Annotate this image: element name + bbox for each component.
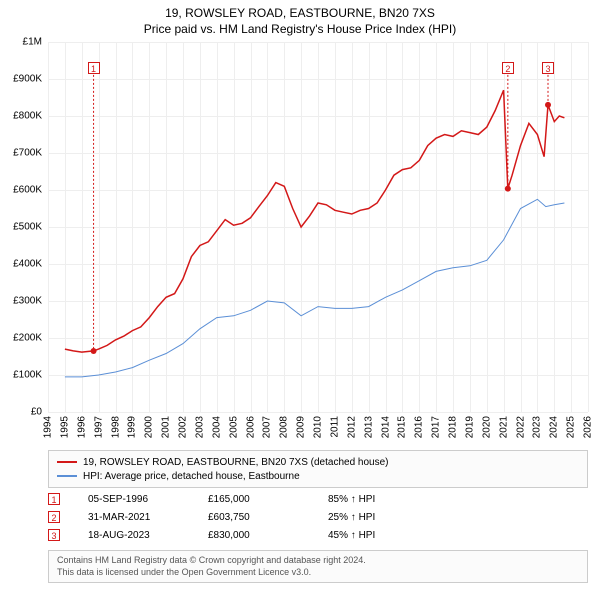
x-axis-label: 2003: [194, 416, 205, 438]
x-axis-label: 2007: [262, 416, 273, 438]
y-axis-label: £100K: [0, 370, 42, 381]
x-axis-label: 2021: [498, 416, 509, 438]
events-table: 1 05-SEP-1996£165,00085% ↑ HPI 2 31-MAR-202…: [48, 490, 588, 544]
legend: 19, ROWSLEY ROAD, EASTBOURNE, BN20 7XS (…: [48, 450, 588, 488]
series-line-hpi: [65, 199, 565, 377]
event-row: 2 31-MAR-2021£603,75025% ↑ HPI: [48, 508, 588, 526]
x-axis-label: 2025: [566, 416, 577, 438]
x-axis-label: 2026: [583, 416, 594, 438]
event-pct: 85% ↑ HPI: [328, 494, 448, 505]
x-axis-label: 2017: [431, 416, 442, 438]
x-axis-label: 2020: [481, 416, 492, 438]
marker-dot: [91, 348, 97, 354]
event-price: £165,000: [208, 494, 328, 505]
marker-dot: [545, 102, 551, 108]
y-axis-label: £600K: [0, 185, 42, 196]
footer-line-1: Contains HM Land Registry data © Crown c…: [57, 555, 579, 567]
x-axis-label: 1995: [59, 416, 70, 438]
x-axis-label: 2005: [228, 416, 239, 438]
footer-line-2: This data is licensed under the Open Gov…: [57, 567, 579, 579]
x-axis-label: 2009: [296, 416, 307, 438]
x-axis-label: 2010: [313, 416, 324, 438]
series-svg: [48, 42, 588, 412]
chart-title: 19, ROWSLEY ROAD, EASTBOURNE, BN20 7XS: [0, 6, 600, 22]
x-axis-label: 2008: [279, 416, 290, 438]
x-axis-label: 2018: [448, 416, 459, 438]
event-date: 31-MAR-2021: [88, 512, 208, 523]
x-axis-label: 2006: [245, 416, 256, 438]
footer: Contains HM Land Registry data © Crown c…: [48, 550, 588, 583]
event-pct: 45% ↑ HPI: [328, 530, 448, 541]
x-axis-label: 2000: [144, 416, 155, 438]
marker-dot: [505, 186, 511, 192]
x-axis-label: 2004: [211, 416, 222, 438]
event-marker: 3: [48, 529, 60, 541]
x-axis-label: 2011: [329, 416, 340, 438]
x-axis-label: 2002: [178, 416, 189, 438]
x-axis-label: 2016: [414, 416, 425, 438]
legend-label: HPI: Average price, detached house, East…: [83, 471, 300, 482]
event-marker: 1: [48, 493, 60, 505]
event-marker: 2: [48, 511, 60, 523]
legend-label: 19, ROWSLEY ROAD, EASTBOURNE, BN20 7XS (…: [83, 457, 389, 468]
y-axis-label: £200K: [0, 333, 42, 344]
event-date: 05-SEP-1996: [88, 494, 208, 505]
y-axis-label: £1M: [0, 37, 42, 48]
y-axis-label: £700K: [0, 148, 42, 159]
gridline-h: [48, 412, 588, 413]
x-axis-label: 1997: [93, 416, 104, 438]
legend-swatch: [57, 461, 77, 463]
x-axis-label: 2019: [464, 416, 475, 438]
marker-box: 1: [88, 62, 100, 74]
gridline-v: [588, 42, 589, 412]
event-date: 18-AUG-2023: [88, 530, 208, 541]
x-axis-label: 2014: [380, 416, 391, 438]
event-row: 3 18-AUG-2023£830,00045% ↑ HPI: [48, 526, 588, 544]
x-axis-label: 2022: [515, 416, 526, 438]
y-axis-label: £400K: [0, 259, 42, 270]
x-axis-label: 2023: [532, 416, 543, 438]
legend-row: 19, ROWSLEY ROAD, EASTBOURNE, BN20 7XS (…: [57, 455, 579, 469]
x-axis-label: 2001: [161, 416, 172, 438]
legend-row: HPI: Average price, detached house, East…: [57, 469, 579, 483]
x-axis-label: 1996: [76, 416, 87, 438]
x-axis-label: 2013: [363, 416, 374, 438]
y-axis-label: £0: [0, 407, 42, 418]
y-axis-label: £900K: [0, 74, 42, 85]
x-axis-label: 1998: [110, 416, 121, 438]
event-pct: 25% ↑ HPI: [328, 512, 448, 523]
x-axis-label: 2012: [346, 416, 357, 438]
marker-box: 2: [502, 62, 514, 74]
event-row: 1 05-SEP-1996£165,00085% ↑ HPI: [48, 490, 588, 508]
chart-area: £0£100K£200K£300K£400K£500K£600K£700K£80…: [48, 42, 588, 412]
x-axis-label: 1999: [127, 416, 138, 438]
event-price: £603,750: [208, 512, 328, 523]
y-axis-label: £800K: [0, 111, 42, 122]
title-block: 19, ROWSLEY ROAD, EASTBOURNE, BN20 7XS P…: [0, 0, 600, 37]
y-axis-label: £300K: [0, 296, 42, 307]
marker-box: 3: [542, 62, 554, 74]
series-line-price_paid: [65, 90, 565, 352]
chart-container: 19, ROWSLEY ROAD, EASTBOURNE, BN20 7XS P…: [0, 0, 600, 590]
y-axis-label: £500K: [0, 222, 42, 233]
x-axis-label: 2015: [397, 416, 408, 438]
legend-swatch: [57, 475, 77, 477]
x-axis-label: 2024: [549, 416, 560, 438]
chart-subtitle: Price paid vs. HM Land Registry's House …: [0, 22, 600, 38]
x-axis-label: 1994: [43, 416, 54, 438]
event-price: £830,000: [208, 530, 328, 541]
